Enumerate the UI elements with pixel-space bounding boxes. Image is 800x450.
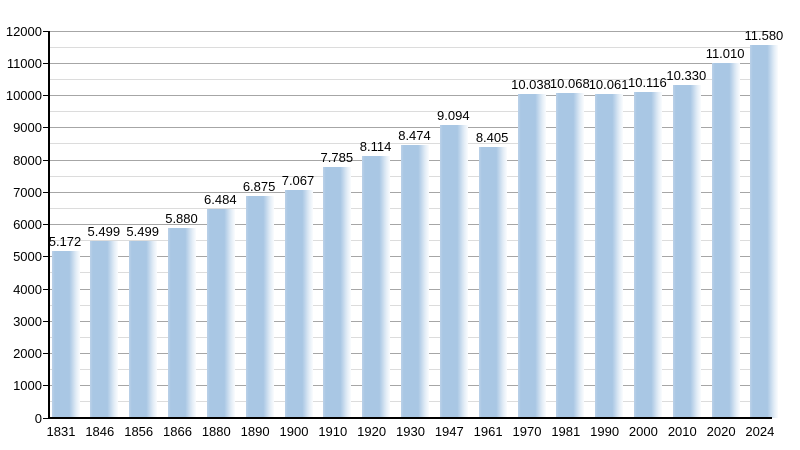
y-axis-tick-mark [43,62,49,64]
gridline-minor [50,46,772,48]
gridline-major [50,30,772,32]
x-axis-tick-label: 1910 [318,424,348,439]
bar [401,144,429,418]
x-axis-tick-label: 1930 [396,424,425,439]
y-axis-tick-label: 11000 [6,55,42,71]
y-axis-tick-label: 3000 [13,313,42,329]
y-axis-tick-mark [43,417,49,419]
y-axis-tick-label: 5000 [13,249,42,265]
bar-value-label: 11.580 [744,27,784,43]
x-axis-tick-label: 1947 [434,424,464,439]
y-axis-tick-label: 9000 [13,120,42,136]
bar-value-label: 10.038 [511,77,551,93]
bar [672,84,701,418]
y-axis-tick-mark [43,224,49,225]
bar [478,146,507,418]
bar-value-label: 6.875 [242,179,276,195]
bar-value-label: 10.068 [549,76,590,92]
bar [517,94,546,418]
y-axis-tick-mark [43,159,49,161]
bar-value-label: 10.061 [588,76,629,92]
gridline-major [50,62,772,64]
gridline-major [50,95,772,96]
x-axis-tick-label: 1890 [240,424,270,439]
bar [595,93,624,418]
bar-value-label: 5.499 [87,223,121,239]
x-axis-tick-label: 2010 [667,424,697,439]
bar-value-label: 7.785 [320,149,354,165]
x-axis-tick-label: 2024 [745,424,775,439]
y-axis-tick-label: 7000 [13,184,42,200]
bar-value-label: 5.499 [126,223,159,239]
x-axis-tick-label: 1856 [124,424,154,439]
bar [362,156,391,418]
bar [323,166,352,418]
bar [206,208,235,418]
y-axis-tick-mark [43,191,49,193]
y-axis-tick-mark [43,256,49,258]
bar-value-label: 9.094 [437,107,470,123]
y-axis-tick-mark [43,95,49,96]
x-axis-line [48,417,772,419]
y-axis-tick-label: 8000 [13,152,42,168]
bar-value-label: 10.330 [666,67,707,83]
x-axis-tick-label: 1900 [279,424,309,439]
bar [168,228,196,418]
bar-value-label: 8.474 [398,127,431,143]
bar [90,240,119,418]
bar [633,91,662,418]
bar-value-label: 6.484 [204,191,237,207]
x-axis-tick-label: 1831 [46,424,76,439]
y-axis-tick-label: 4000 [13,281,42,297]
bar [284,190,313,418]
x-axis-tick-label: 1981 [551,424,581,439]
bar-value-label: 7.067 [281,173,315,189]
y-axis-tick-label: 2000 [13,346,42,361]
bar-value-label: 5.880 [165,211,198,227]
bar [711,62,740,418]
y-axis-tick-label: 0 [34,410,42,426]
y-axis-tick-label: 12000 [5,23,42,39]
gridline-major [50,127,772,129]
y-axis-line [48,31,50,419]
y-axis-tick-mark [43,385,49,387]
bar [556,93,585,418]
x-axis-tick-label: 1970 [512,424,542,439]
x-axis-tick-label: 2020 [706,424,736,439]
x-axis-tick-label: 1880 [201,424,231,439]
y-axis-tick-label: 10000 [5,88,42,103]
y-axis-tick-mark [43,30,49,32]
bar [750,44,779,418]
y-axis-tick-label: 6000 [13,217,42,232]
bar-value-label: 8.405 [475,129,509,145]
x-axis-tick-label: 1866 [163,424,192,439]
gridline-minor [50,78,772,80]
x-axis-tick-label: 1990 [590,424,620,439]
x-axis-tick-label: 1920 [357,424,387,439]
gridline-minor [50,111,772,113]
y-axis-tick-mark [43,353,49,354]
y-axis-tick-label: 1000 [13,378,42,394]
x-axis-tick-label: 2000 [628,424,658,439]
bar-value-label: 10.116 [627,74,667,90]
bar [439,124,468,418]
y-axis-tick-mark [43,127,49,129]
bar-value-label: 8.114 [359,139,392,155]
bar-value-label: 11.010 [705,45,745,61]
bar [51,251,80,418]
bar [129,240,158,418]
gridline-minor [50,143,772,145]
x-axis-tick-label: 1846 [85,424,115,439]
x-axis-tick-label: 1961 [473,424,503,439]
y-axis-tick-mark [43,288,49,290]
bar [245,196,274,418]
bar-value-label: 5.172 [48,234,82,250]
y-axis-tick-mark [43,320,49,322]
